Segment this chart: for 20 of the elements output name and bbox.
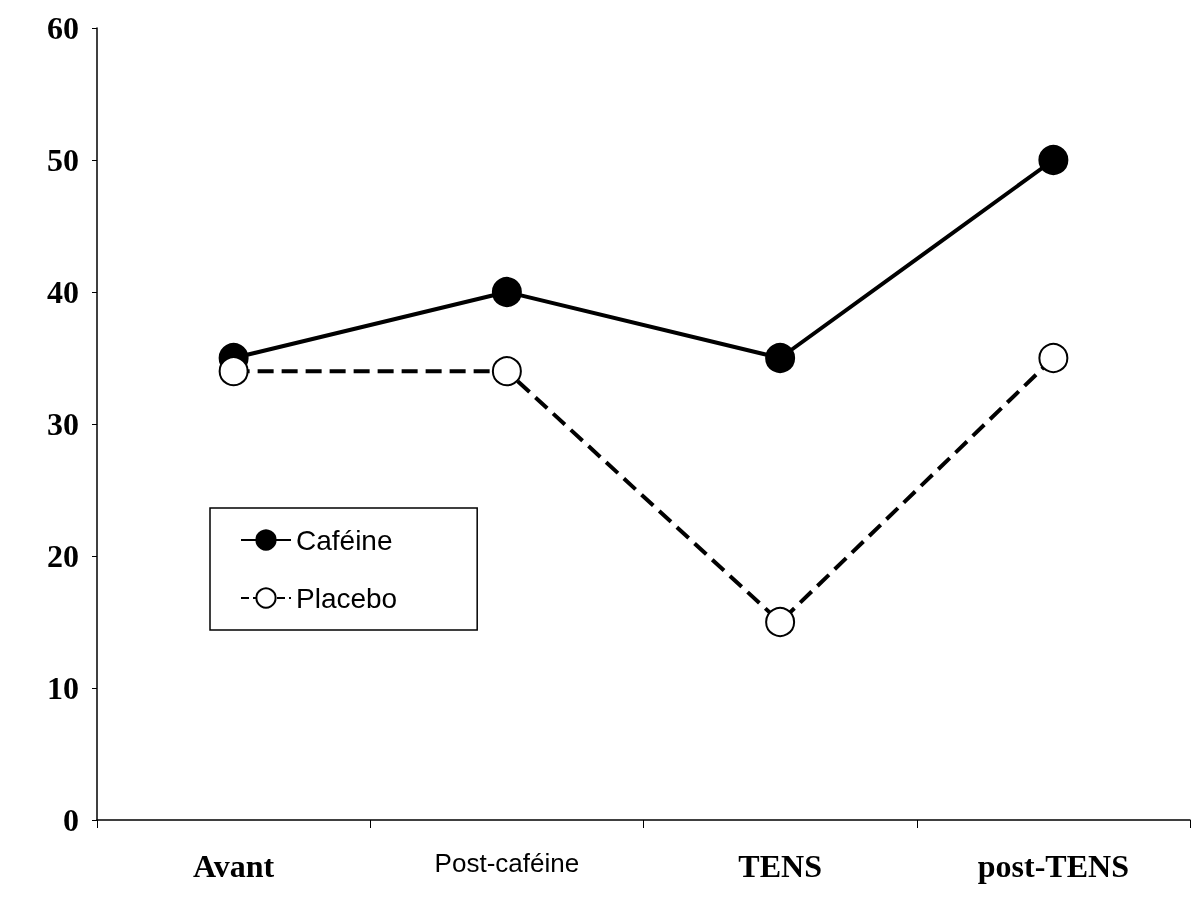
point [491,277,522,307]
point [765,343,796,373]
y-tick-label: 10 [47,670,79,706]
point [1038,343,1069,373]
legend-label: Placebo [296,582,398,614]
x-tick-label: post-TENS [977,848,1129,884]
y-tick-label: 40 [47,274,79,310]
y-tick-label: 30 [47,406,79,442]
point [765,607,796,637]
y-tick-label: 50 [47,142,79,178]
y-tick-label: 0 [63,802,79,838]
y-tick-label: 60 [47,10,79,46]
point [1038,145,1069,175]
x-tick-label: Post-caféine [434,848,580,878]
point [218,356,249,387]
y-tick-label: 20 [47,538,79,574]
x-tick-label: Avant [193,848,275,884]
legend-label: Caféine [296,524,393,556]
point [491,356,522,387]
x-tick-label: TENS [738,848,822,884]
